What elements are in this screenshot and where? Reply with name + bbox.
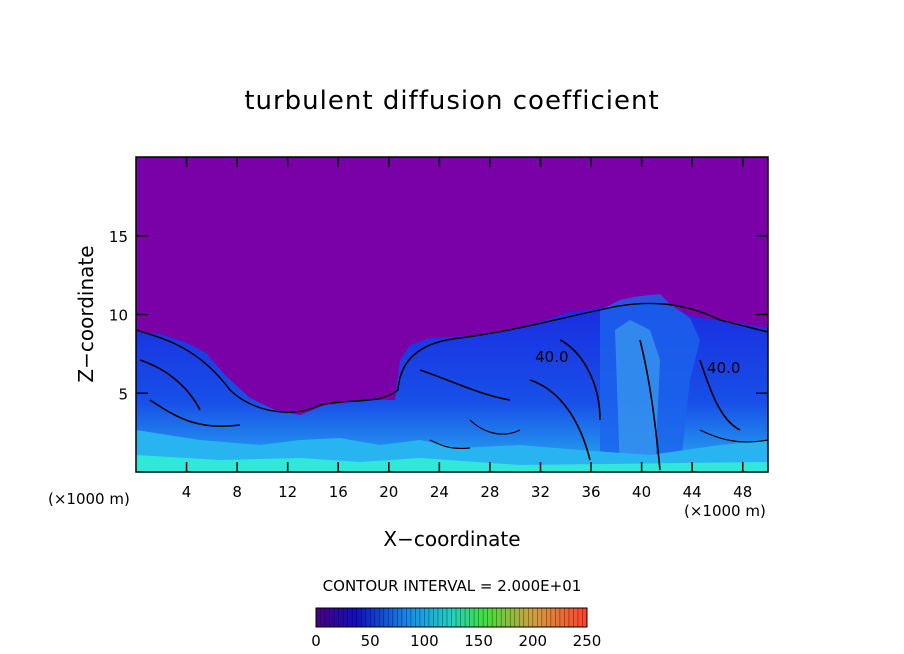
colorbar-ticks: 0 50 100 150 200 250 [311, 632, 601, 650]
x-tick-label: 24 [430, 483, 449, 501]
colorbar-tick-label: 150 [464, 632, 493, 650]
colorbar-stripes [315, 608, 588, 627]
x-axis-label: X−coordinate [383, 527, 521, 551]
contour-label: 40.0 [707, 359, 740, 377]
contour-labels: 40.0 40.0 [535, 348, 740, 377]
x-tick-label: 12 [278, 483, 297, 501]
turbulence-field [136, 294, 768, 472]
x-unit-left: (×1000 m) [48, 490, 130, 508]
colorbar-tick-label: 100 [410, 632, 439, 650]
colorbar-tick-label: 200 [518, 632, 547, 650]
x-tick-label: 20 [379, 483, 398, 501]
x-tick-label: 8 [232, 483, 242, 501]
x-tick-label: 4 [182, 483, 192, 501]
x-axis-ticks: 4 8 12 16 20 24 28 32 36 40 44 48 [182, 157, 752, 501]
x-tick-label: 36 [581, 483, 600, 501]
x-tick-label: 28 [480, 483, 499, 501]
colorbar-tick-label: 50 [361, 632, 380, 650]
y-tick-label: 15 [109, 228, 128, 246]
contour-interval-label: CONTOUR INTERVAL = 2.000E+01 [322, 577, 582, 595]
x-tick-label: 44 [683, 483, 702, 501]
contour-label: 40.0 [535, 348, 568, 366]
x-tick-label: 16 [329, 483, 348, 501]
y-tick-label: 5 [118, 385, 128, 403]
x-unit-right: (×1000 m) [684, 502, 766, 520]
x-tick-label: 48 [733, 483, 752, 501]
x-tick-label: 40 [632, 483, 651, 501]
x-tick-label: 32 [531, 483, 550, 501]
y-axis-ticks: 5 10 15 [109, 228, 768, 403]
colorbar-tick-label: 0 [311, 632, 321, 650]
chart-title: turbulent diffusion coefficient [244, 86, 660, 116]
colorbar-tick-label: 250 [573, 632, 602, 650]
y-tick-label: 10 [109, 307, 128, 325]
y-axis-label: Z−coordinate [74, 245, 98, 382]
